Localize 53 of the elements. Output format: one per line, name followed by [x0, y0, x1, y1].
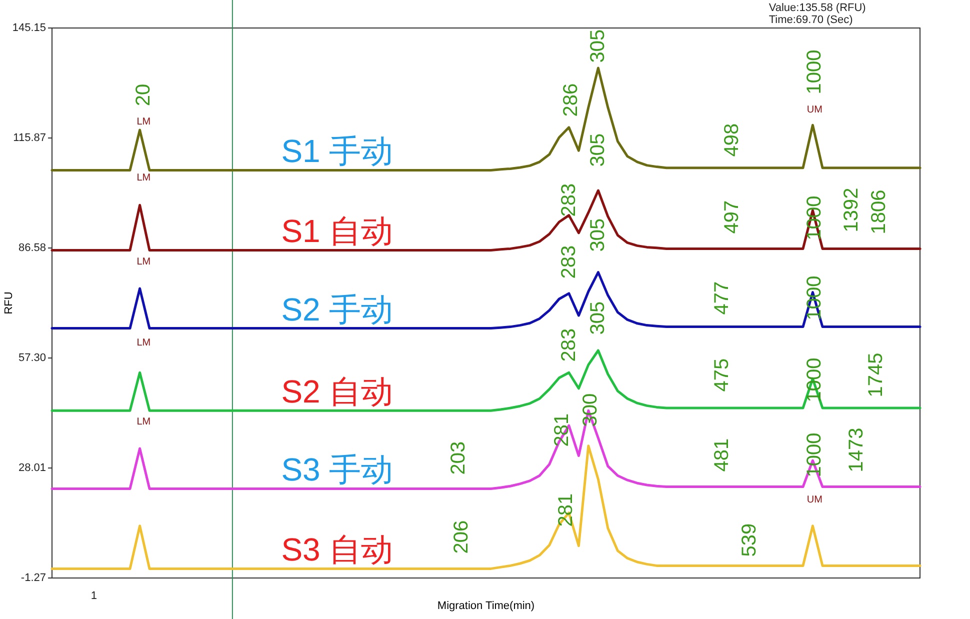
- x-axis-title: Migration Time(min): [437, 600, 535, 612]
- annotation: 305: [587, 133, 610, 167]
- annotation: 1392: [840, 188, 863, 232]
- annotation: 281: [551, 413, 574, 447]
- annotation: LM: [136, 416, 151, 428]
- annotation: 283: [558, 183, 580, 217]
- annotation: 286: [560, 83, 582, 117]
- annotation: 1000: [804, 276, 826, 320]
- annotation: 281: [554, 493, 577, 527]
- y-axis-title: RFU: [3, 292, 15, 314]
- annotation: UM: [806, 494, 822, 506]
- annotation: 481: [711, 438, 734, 472]
- text: Time:69.70 (Sec): [768, 14, 853, 26]
- annotation: LM: [136, 116, 151, 128]
- annotation: LM: [136, 338, 151, 348]
- annotation: 477: [711, 281, 734, 315]
- annotation: UM: [806, 104, 822, 116]
- annotation: 1000: [804, 50, 826, 94]
- series-label: S3 手动: [281, 452, 394, 488]
- y-tick-label: 57.30: [18, 352, 46, 364]
- y-tick-label: -1.27: [20, 572, 46, 584]
- annotation: 1806: [868, 190, 890, 234]
- y-tick-label: 115.87: [13, 132, 46, 144]
- series-label: S1 自动: [281, 213, 394, 250]
- annotation: 206: [450, 520, 473, 554]
- annotation: 539: [738, 523, 760, 557]
- series-label: S3 自动: [281, 532, 394, 568]
- y-tick-label: 86.58: [18, 242, 46, 254]
- annotation: 300: [579, 393, 602, 427]
- annotation: 283: [558, 245, 580, 279]
- annotation: 283: [558, 328, 580, 362]
- annotation: 20: [132, 84, 155, 106]
- y-tick-label: 28.01: [18, 462, 46, 474]
- annotation: 1473: [846, 428, 868, 472]
- annotation: 305: [587, 29, 610, 63]
- annotation: 1000: [804, 432, 826, 478]
- annotation: 203: [448, 441, 470, 475]
- series-label: S2 手动: [281, 291, 394, 328]
- annotation: 1000: [804, 358, 826, 402]
- annotation: 305: [587, 218, 610, 252]
- series-label: S2 自动: [281, 374, 394, 410]
- text: 1: [90, 590, 97, 602]
- text: Value:135.58 (RFU): [768, 2, 866, 14]
- annotation: 1745: [865, 352, 888, 398]
- annotation: 1000: [804, 196, 826, 240]
- y-tick-label: 145.15: [12, 22, 46, 34]
- series-label: S1 手动: [281, 133, 394, 170]
- annotation: LM: [136, 256, 151, 268]
- annotation: 498: [720, 123, 743, 157]
- annotation: 475: [711, 358, 734, 392]
- annotation: 305: [587, 301, 610, 335]
- annotation: 497: [720, 200, 743, 234]
- annotation: LM: [136, 172, 151, 184]
